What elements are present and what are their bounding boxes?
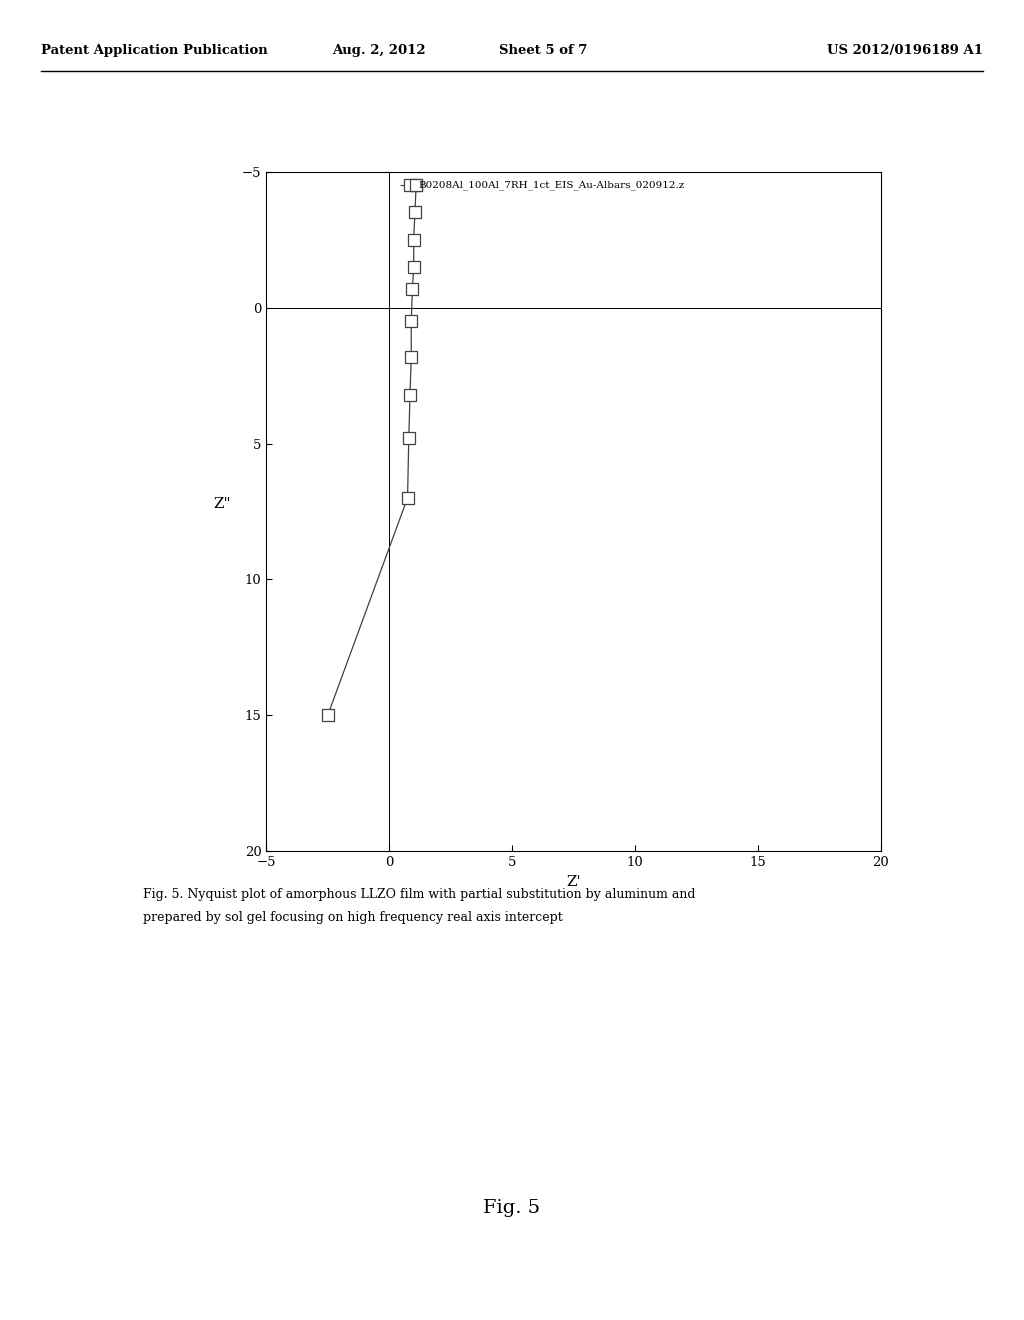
Text: Sheet 5 of 7: Sheet 5 of 7 [499,44,587,57]
Text: prepared by sol gel focusing on high frequency real axis intercept: prepared by sol gel focusing on high fre… [143,911,563,924]
Text: Patent Application Publication: Patent Application Publication [41,44,267,57]
Text: Aug. 2, 2012: Aug. 2, 2012 [332,44,426,57]
Text: US 2012/0196189 A1: US 2012/0196189 A1 [827,44,983,57]
Text: Fig. 5. Nyquist plot of amorphous LLZO film with partial substitution by aluminu: Fig. 5. Nyquist plot of amorphous LLZO f… [143,888,696,902]
Text: B0208Al_100Al_7RH_1ct_EIS_Au-Albars_020912.z: B0208Al_100Al_7RH_1ct_EIS_Au-Albars_0209… [419,181,685,190]
Y-axis label: Z": Z" [214,498,231,511]
X-axis label: Z': Z' [566,875,581,888]
Text: Fig. 5: Fig. 5 [483,1199,541,1217]
